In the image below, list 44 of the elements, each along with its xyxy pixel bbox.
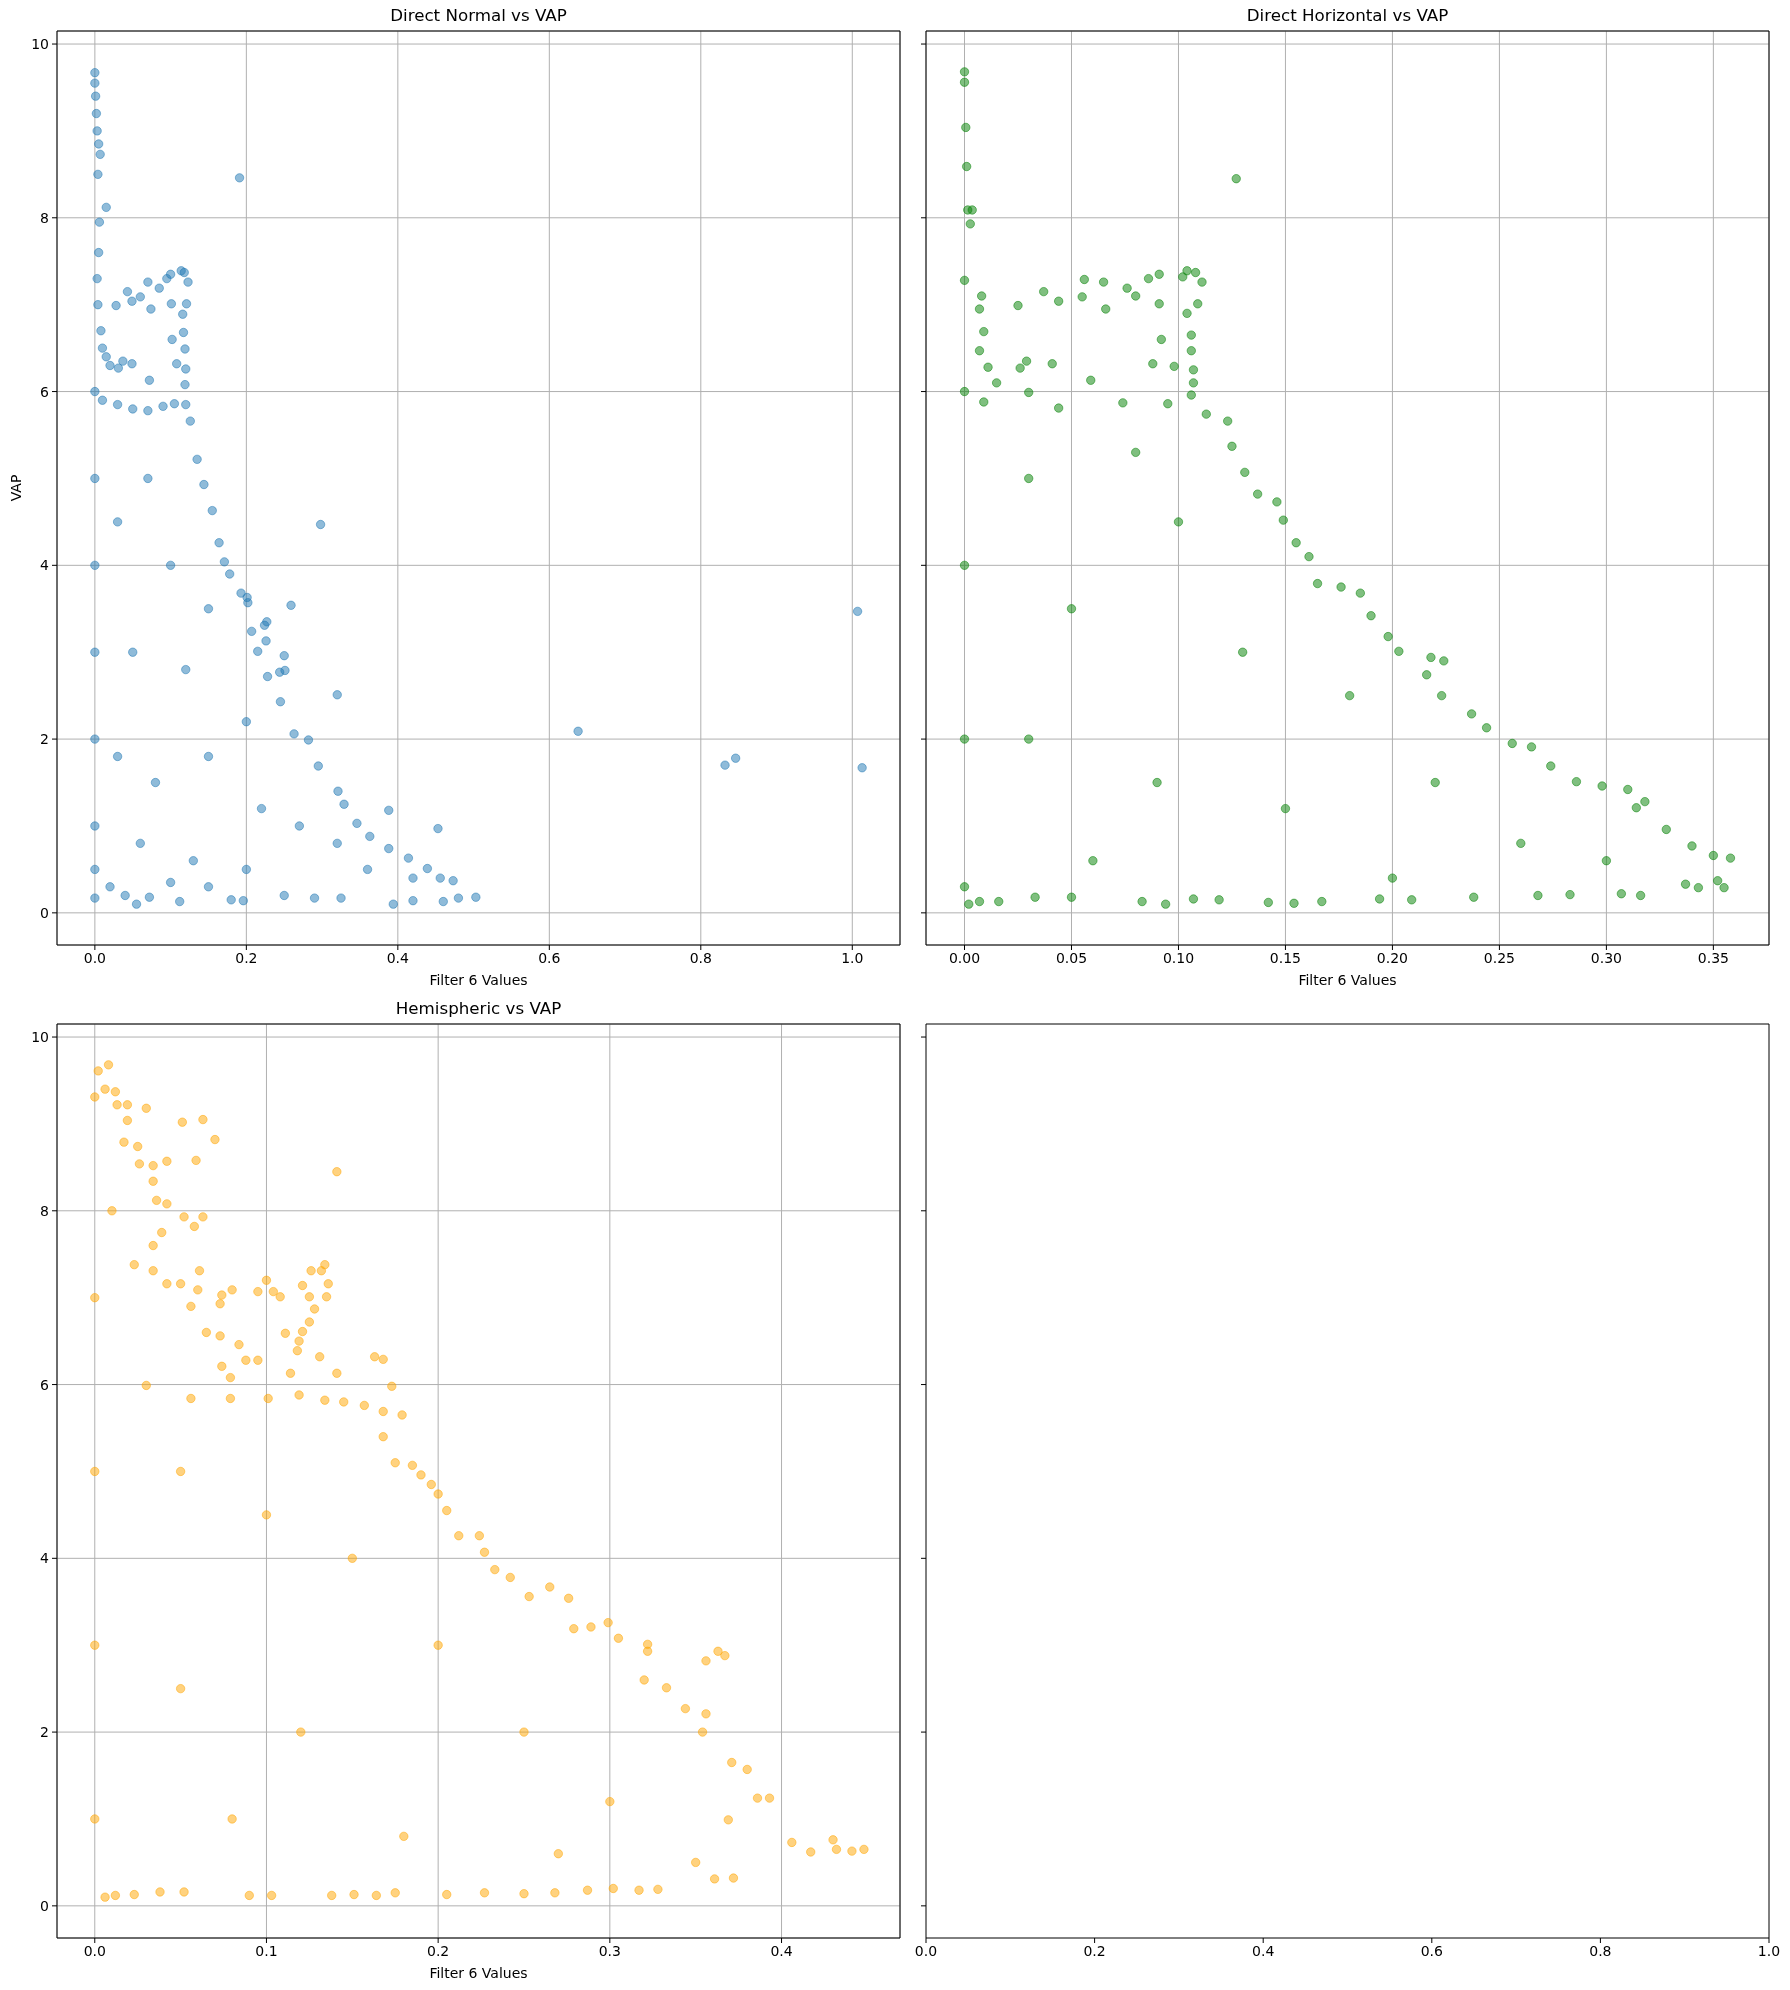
x-tick-label: 0.15 [1269, 949, 1302, 966]
x-tick-label: 0.00 [948, 949, 981, 966]
x-tick-label: 0.1 [255, 1942, 278, 1959]
x-tick-label: 0.6 [538, 949, 561, 966]
x-tick-label: 0.20 [1376, 949, 1409, 966]
y-tick-label: 2 [40, 1724, 49, 1741]
y-tick-label: 10 [31, 36, 49, 52]
x-tick-label: 0.05 [1055, 949, 1088, 966]
chart-title: Direct Horizontal vs VAP [1245, 4, 1450, 27]
x-tick-label: 0.4 [386, 949, 410, 966]
y-tick-label: 6 [40, 383, 50, 400]
y-axis-title: VAP [8, 474, 24, 502]
x-axis-title: Filter 6 Values [428, 972, 529, 988]
x-axis-title: Filter 6 Values [428, 1965, 529, 1981]
x-tick-label: 0.0 [83, 1942, 106, 1959]
y-tick-label: 8 [40, 209, 49, 226]
x-axis-title: Filter 6 Values [1297, 972, 1398, 988]
y-tick-label: 0 [40, 904, 49, 921]
y-tick-label: 4 [40, 557, 50, 574]
x-tick-label: 1.0 [1757, 1942, 1781, 1959]
chart-title: Hemispheric vs VAP [394, 997, 563, 1020]
y-tick-label: 0 [40, 1897, 49, 1914]
y-tick-label: 6 [40, 1376, 50, 1393]
y-tick-label: 2 [40, 731, 49, 748]
x-tick-label: 0.6 [1420, 1942, 1444, 1959]
x-tick-label: 0.4 [770, 1942, 793, 1959]
x-tick-label: 0.30 [1590, 949, 1622, 966]
chart-title: Direct Normal vs VAP [389, 4, 568, 27]
x-tick-label: 1.0 [841, 949, 864, 966]
y-tick-label: 8 [40, 1202, 49, 1219]
x-tick-label: 0.8 [689, 949, 712, 966]
x-tick-label: 0.4 [1252, 1942, 1275, 1959]
x-tick-label: 0.3 [598, 1942, 621, 1959]
x-tick-label: 0.8 [1589, 1942, 1612, 1959]
x-tick-label: 0.25 [1483, 949, 1515, 966]
x-tick-label: 0.10 [1162, 949, 1195, 966]
y-tick-label: 4 [40, 1550, 50, 1567]
x-tick-label: 0.2 [427, 1942, 450, 1959]
x-tick-label: 0.2 [1083, 1942, 1106, 1959]
y-tick-label: 10 [31, 1029, 49, 1045]
x-tick-label: 0.0 [83, 949, 106, 966]
x-tick-label: 0.35 [1697, 949, 1729, 966]
x-tick-label: 0.0 [914, 1942, 938, 1959]
x-tick-label: 0.2 [235, 949, 258, 966]
